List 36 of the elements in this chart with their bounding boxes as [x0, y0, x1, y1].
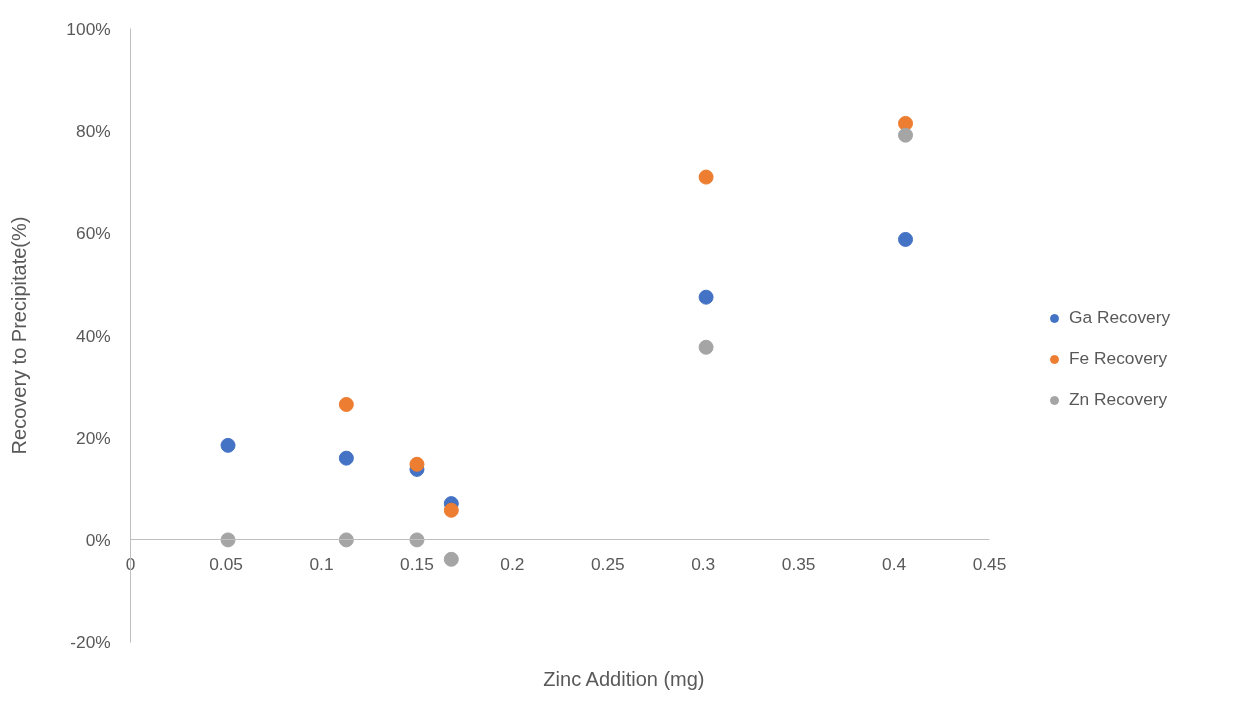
y-tick-label: 80% [76, 121, 111, 142]
y-tick-label: -20% [70, 632, 111, 653]
point [443, 551, 459, 567]
point [698, 289, 714, 305]
point [338, 397, 354, 412]
x-axis-title: Zinc Addition (mg) [543, 667, 705, 690]
x-tick-label: 0.15 [400, 553, 434, 574]
y-tick-label: 60% [76, 223, 111, 244]
point [698, 339, 714, 355]
legend-label: Ga Recovery [1069, 307, 1171, 328]
x-tick-label: 0.35 [781, 553, 816, 574]
point [443, 502, 459, 518]
point [338, 450, 354, 466]
x-tick-label: 0.1 [309, 553, 334, 574]
x-tick-label: 0.45 [972, 553, 1007, 574]
point [898, 231, 914, 247]
x-tick-label: 0.2 [500, 553, 525, 574]
point [409, 456, 425, 472]
y-tick-label: 40% [76, 325, 111, 346]
y-tick-label: 100% [66, 18, 111, 39]
x-tick-label: 0.3 [691, 553, 716, 574]
legend-label: Fe Recovery [1069, 348, 1168, 369]
x-tick-label: 0.4 [882, 553, 907, 574]
point [898, 127, 914, 143]
point [698, 169, 714, 185]
point [898, 115, 914, 131]
y-tick-label: 0% [85, 529, 111, 550]
point [220, 437, 236, 453]
legend-label: Zn Recovery [1069, 389, 1168, 410]
point [338, 532, 354, 548]
y-axis-title: Recovery to Precipitate(%) [7, 216, 30, 455]
point [409, 532, 425, 548]
x-tick-label: 0.05 [209, 553, 243, 574]
x-tick-label: 0.25 [590, 553, 625, 574]
point [220, 532, 236, 548]
y-tick-label: 20% [76, 427, 111, 448]
